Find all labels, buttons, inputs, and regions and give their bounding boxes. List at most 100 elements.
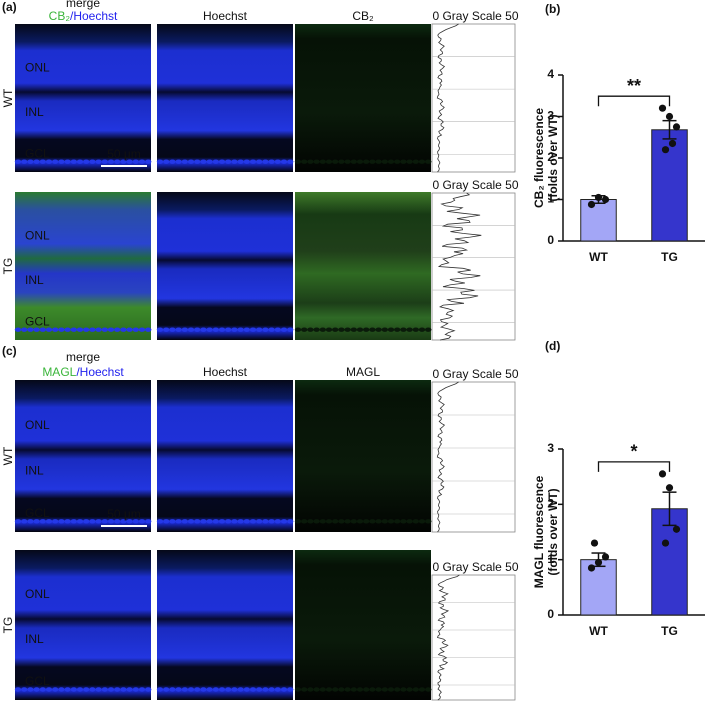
nucleus-dot [418, 159, 426, 164]
nucleus-dot [145, 327, 152, 332]
nucleus-dot [156, 159, 164, 164]
nucleus-dot [45, 159, 53, 164]
nucleus-dot [237, 159, 244, 164]
nucleus-dot [120, 519, 127, 524]
column-title: Hoechst [203, 365, 248, 379]
nucleus-dot [332, 519, 339, 524]
nucleus-dot [268, 159, 275, 164]
data-point [661, 539, 670, 547]
layer-label: GCL [25, 314, 50, 328]
nucleus-dot [64, 519, 71, 524]
micrograph [157, 380, 293, 532]
nucleus-dot [218, 327, 226, 332]
nucleus-dot [381, 159, 388, 164]
nucleus-dot [132, 519, 139, 524]
row-label: WT [1, 88, 15, 107]
profile-box [431, 23, 516, 173]
nucleus-dot [256, 687, 263, 692]
nucleus-dot [175, 519, 182, 524]
nucleus-dot [268, 327, 275, 332]
nucleus-dot [307, 327, 314, 332]
nucleus-dot [280, 687, 288, 692]
data-point [587, 564, 596, 572]
nucleus-dot [325, 327, 333, 332]
nucleus-dot [294, 519, 302, 524]
nucleus-dot [280, 159, 288, 164]
nucleus-dot [126, 519, 133, 524]
nucleus-dot [76, 519, 84, 524]
layer-label: GCL [25, 506, 50, 520]
nucleus-dot [83, 687, 90, 692]
nucleus-dot [387, 327, 395, 332]
nucleus-dot [39, 687, 46, 692]
data-point [665, 112, 674, 121]
nucleus-dot [338, 327, 345, 332]
nucleus-dot [58, 519, 65, 524]
nucleus-dot [212, 687, 219, 692]
nucleus-dot [206, 327, 213, 332]
data-point [601, 195, 610, 204]
nucleus-dot [356, 519, 364, 524]
y-axis-label: MAGL fluorescence [532, 475, 546, 588]
y-tick-label: 3 [547, 441, 554, 455]
nucleus-dot [95, 159, 102, 164]
nucleus-dot [138, 159, 146, 164]
profile-header: 0 Gray Scale 50 [432, 178, 518, 192]
nucleus-dot [418, 519, 426, 524]
nucleus-dot [381, 519, 388, 524]
nucleus-dot [363, 327, 370, 332]
micrograph [157, 192, 293, 340]
nucleus-dot [268, 519, 275, 524]
nucleus-dot [14, 327, 22, 332]
nucleus-dot [169, 519, 176, 524]
profile-box [431, 574, 516, 701]
nucleus-dot [212, 159, 219, 164]
nucleus-dot [181, 687, 188, 692]
nucleus-dot [412, 687, 419, 692]
nucleus-dot [169, 327, 176, 332]
nucleus-dot [187, 519, 195, 524]
nucleus-dot [70, 327, 78, 332]
nucleus-dot [33, 519, 40, 524]
layer-label: INL [25, 105, 44, 119]
nucleus-dot [14, 519, 22, 524]
nucleus-dot [39, 327, 46, 332]
nucleus-dot [225, 687, 232, 692]
nucleus-dot [58, 687, 65, 692]
nucleus-dot [268, 687, 275, 692]
nucleus-dot [256, 519, 263, 524]
nucleus-dot [27, 327, 34, 332]
layer-label: INL [25, 632, 44, 646]
nucleus-dot [394, 519, 401, 524]
nucleus-dot [114, 159, 121, 164]
nucleus-dot [387, 159, 395, 164]
intensity-profile [436, 574, 460, 701]
nucleus-dot [120, 159, 127, 164]
column-title: CB₂/Hoechst [49, 9, 118, 23]
nucleus-dot [206, 519, 213, 524]
nucleus-dot [212, 327, 219, 332]
nucleus-dot [344, 159, 351, 164]
nucleus-dot [243, 159, 250, 164]
y-axis-label: CB₂ fluorescence [532, 108, 546, 208]
nucleus-dot [169, 687, 176, 692]
nucleus-dot [307, 159, 314, 164]
nucleus-dot [76, 687, 84, 692]
profile-header: 0 Gray Scale 50 [432, 367, 518, 381]
column-title: merge [66, 0, 100, 10]
nucleus-dot [21, 327, 28, 332]
nucleus-dot [262, 519, 269, 524]
profile-header: 0 Gray Scale 50 [432, 9, 518, 23]
nucleus-dot [101, 327, 109, 332]
y-tick-label: 1 [547, 192, 554, 206]
nucleus-dot [425, 687, 432, 692]
data-point [658, 470, 667, 478]
nucleus-dot [181, 327, 188, 332]
nucleus-dot [169, 159, 176, 164]
nucleus-dot [294, 687, 302, 692]
nucleus-dot [206, 159, 213, 164]
row-label: TG [1, 617, 15, 634]
panel-label: (b) [545, 2, 560, 16]
nucleus-dot [70, 159, 78, 164]
nucleus-dot [145, 159, 152, 164]
